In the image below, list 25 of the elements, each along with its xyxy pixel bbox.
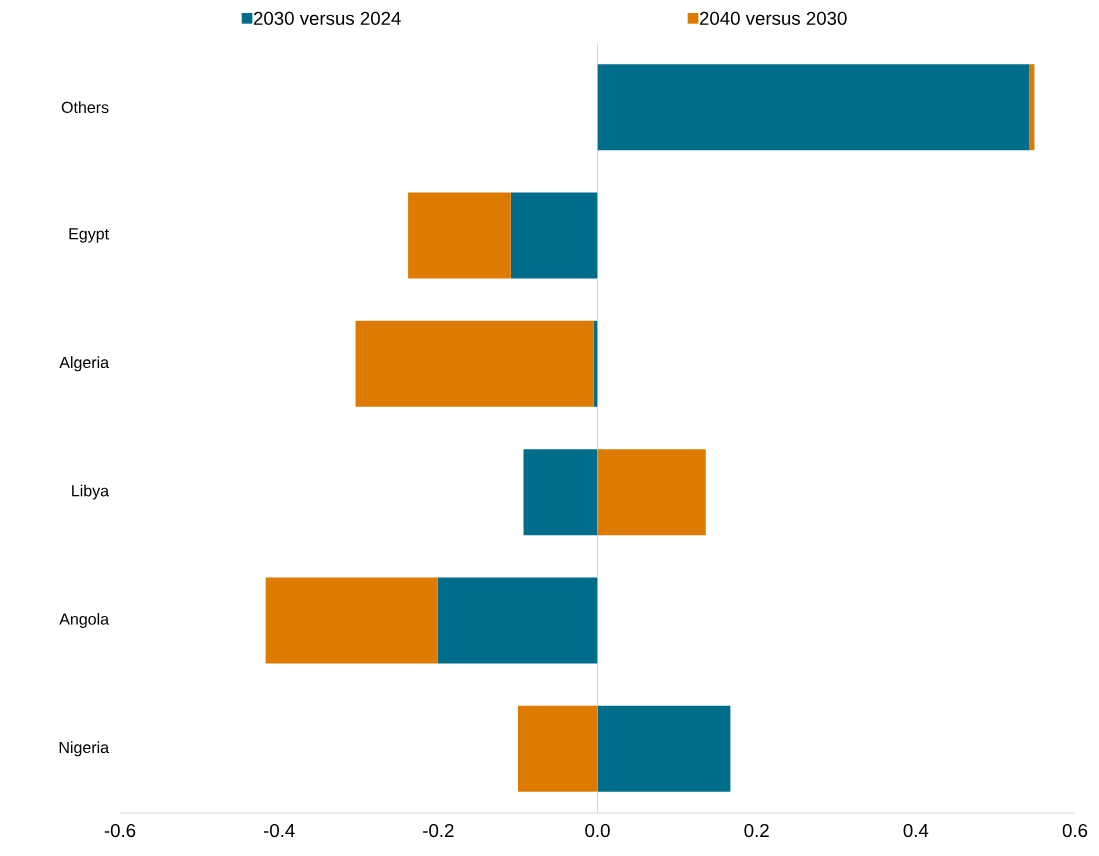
bar <box>517 705 598 792</box>
bar <box>523 449 598 536</box>
bar <box>408 192 511 279</box>
bar <box>265 577 438 664</box>
legend-label: 2030 versus 2024 <box>253 11 401 25</box>
x-tick-label: -0.4 <box>263 823 295 838</box>
legend-label: 2040 versus 2030 <box>699 11 847 25</box>
x-tick-label: -0.6 <box>104 823 136 838</box>
bar <box>510 192 598 279</box>
bar <box>597 64 1030 151</box>
bar <box>597 449 706 536</box>
x-tick-label: 0.0 <box>585 823 610 838</box>
bar <box>355 320 594 407</box>
bar <box>597 705 731 792</box>
x-tick-label: -0.2 <box>423 823 454 838</box>
y-tick-label: Nigeria <box>59 741 110 757</box>
y-tick-label: Angola <box>59 613 110 628</box>
y-tick-label: Others <box>61 101 109 114</box>
x-tick-label: 0.4 <box>903 823 929 838</box>
y-tick-label: Libya <box>72 484 110 500</box>
y-tick-label: Algeria <box>59 356 110 372</box>
y-tick-label: Egypt <box>69 228 109 243</box>
x-tick-label: 0.2 <box>744 823 769 838</box>
x-tick-label: 0.6 <box>1062 823 1088 838</box>
bar <box>437 577 598 664</box>
